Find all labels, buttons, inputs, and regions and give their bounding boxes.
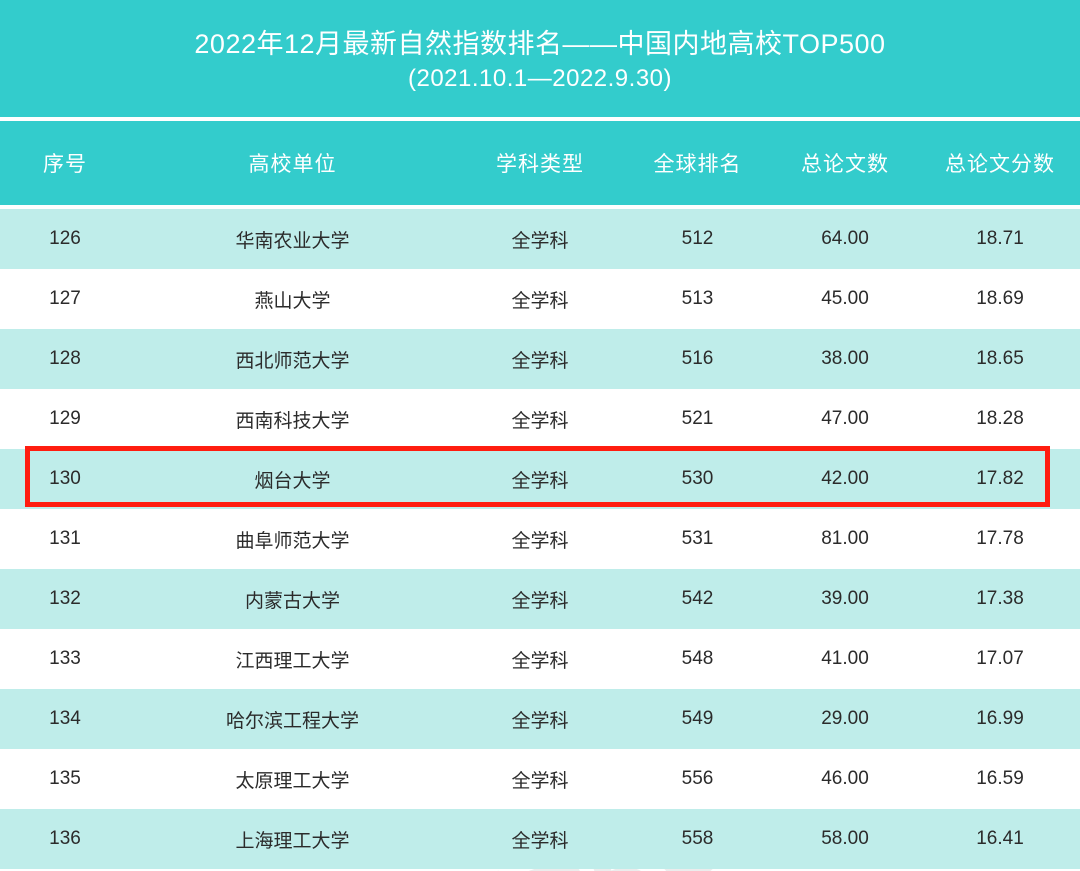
column-header-rank: 序号 — [43, 153, 87, 176]
cell-rank: 128 — [49, 348, 81, 369]
cell-global-rank: 556 — [681, 768, 714, 789]
column-header-papers: 总论文数 — [801, 153, 889, 176]
table-row[interactable]: 129 西南科技大学 全学科 521 47.00 18.28 — [0, 389, 1080, 449]
table-header-row: 序号 高校单位 学科类型 全球排名 总论文数 总论文分数 — [0, 121, 1080, 205]
cell-discipline: 全学科 — [511, 290, 569, 312]
cell-papers: 81.00 — [821, 528, 869, 549]
cell-discipline: 全学科 — [511, 830, 569, 852]
cell-global-rank: 521 — [681, 408, 714, 429]
cell-rank: 135 — [49, 768, 81, 789]
cell-university: 太原理工大学 — [235, 770, 350, 792]
table-row[interactable]: 126 华南农业大学 全学科 512 64.00 18.71 — [0, 209, 1080, 269]
cell-rank: 132 — [49, 588, 81, 609]
cell-global-rank: 530 — [681, 468, 714, 489]
cell-university: 西北师范大学 — [235, 350, 350, 372]
cell-score: 18.71 — [976, 228, 1024, 249]
cell-global-rank: 542 — [681, 588, 714, 609]
cell-rank: 134 — [49, 708, 81, 729]
cell-global-rank: 548 — [681, 648, 714, 669]
table-row-highlighted[interactable]: 130 烟台大学 全学科 530 42.00 17.82 — [0, 449, 1080, 509]
cell-score: 18.65 — [976, 348, 1024, 369]
table-row[interactable]: 127 燕山大学 全学科 513 45.00 18.69 — [0, 269, 1080, 329]
cell-university: 哈尔滨工程大学 — [225, 710, 359, 732]
cell-score: 18.69 — [976, 288, 1024, 309]
cell-score: 16.41 — [976, 828, 1024, 849]
cell-discipline: 全学科 — [511, 410, 569, 432]
cell-university: 烟台大学 — [254, 470, 331, 492]
cell-papers: 39.00 — [821, 588, 869, 609]
column-header-global-rank: 全球排名 — [653, 153, 742, 176]
table-row[interactable]: 134 哈尔滨工程大学 全学科 549 29.00 16.99 — [0, 689, 1080, 749]
table-row[interactable]: 128 西北师范大学 全学科 516 38.00 18.65 — [0, 329, 1080, 389]
cell-score: 16.99 — [976, 708, 1024, 729]
table-row[interactable]: 136 上海理工大学 全学科 558 58.00 16.41 — [0, 809, 1080, 869]
cell-global-rank: 558 — [681, 828, 714, 849]
cell-papers: 38.00 — [821, 348, 869, 369]
header-divider — [0, 205, 1080, 209]
cell-rank: 130 — [49, 468, 81, 489]
cell-discipline: 全学科 — [511, 230, 569, 252]
cell-score: 18.28 — [976, 408, 1024, 429]
cell-papers: 47.00 — [821, 408, 869, 429]
page-subtitle: (2021.10.1—2022.9.30) — [407, 64, 673, 92]
column-header-university: 高校单位 — [248, 153, 337, 176]
cell-rank: 127 — [49, 288, 81, 309]
cell-score: 16.59 — [976, 768, 1024, 789]
cell-global-rank: 549 — [681, 708, 714, 729]
cell-rank: 133 — [49, 648, 81, 669]
title-band: 2022年12月最新自然指数排名——中国内地高校TOP500 (2021.10.… — [0, 0, 1080, 117]
cell-discipline: 全学科 — [511, 350, 569, 372]
cell-university: 华南农业大学 — [235, 230, 350, 252]
column-header-score: 总论文分数 — [945, 153, 1055, 176]
column-header-discipline: 学科类型 — [496, 153, 584, 176]
cell-university: 曲阜师范大学 — [235, 530, 350, 552]
table-body: 126 华南农业大学 全学科 512 64.00 18.71 127 燕山大学 全学科 513 45… — [0, 209, 1080, 869]
page-title: 2022年12月最新自然指数排名——中国内地高校TOP500 — [194, 28, 886, 59]
cell-score: 17.78 — [976, 528, 1024, 549]
cell-global-rank: 516 — [681, 348, 714, 369]
cell-discipline: 全学科 — [511, 470, 569, 492]
table-row[interactable]: 132 内蒙古大学 全学科 542 39.00 17.38 — [0, 569, 1080, 629]
cell-discipline: 全学科 — [511, 770, 569, 792]
cell-papers: 58.00 — [821, 828, 869, 849]
cell-papers: 64.00 — [821, 228, 869, 249]
cell-papers: 46.00 — [821, 768, 869, 789]
table-row[interactable]: 131 曲阜师范大学 全学科 531 81.00 17.78 — [0, 509, 1080, 569]
cell-discipline: 全学科 — [511, 590, 569, 612]
table-row[interactable]: 135 太原理工大学 全学科 556 46.00 16.59 — [0, 749, 1080, 809]
cell-rank: 136 — [49, 828, 81, 849]
cell-global-rank: 512 — [681, 228, 714, 249]
cell-university: 江西理工大学 — [235, 650, 350, 672]
cell-discipline: 全学科 — [511, 530, 569, 552]
cell-score: 17.82 — [976, 468, 1024, 489]
cell-global-rank: 513 — [681, 288, 714, 309]
cell-discipline: 全学科 — [511, 650, 569, 672]
cell-score: 17.07 — [976, 648, 1024, 669]
cell-papers: 41.00 — [821, 648, 869, 669]
cell-papers: 42.00 — [821, 468, 869, 489]
cell-university: 燕山大学 — [254, 290, 331, 312]
cell-university: 上海理工大学 — [235, 830, 350, 852]
cell-global-rank: 531 — [681, 528, 714, 549]
cell-discipline: 全学科 — [511, 710, 569, 732]
table-row[interactable]: 133 江西理工大学 全学科 548 41.00 17.07 — [0, 629, 1080, 689]
cell-rank: 131 — [49, 528, 81, 549]
cell-university: 西南科技大学 — [235, 410, 350, 432]
cell-rank: 129 — [49, 408, 81, 429]
cell-papers: 45.00 — [821, 288, 869, 309]
cell-papers: 29.00 — [821, 708, 869, 729]
title-divider — [0, 117, 1080, 121]
cell-university: 内蒙古大学 — [244, 590, 340, 612]
cell-score: 17.38 — [976, 588, 1024, 609]
cell-rank: 126 — [49, 228, 81, 249]
